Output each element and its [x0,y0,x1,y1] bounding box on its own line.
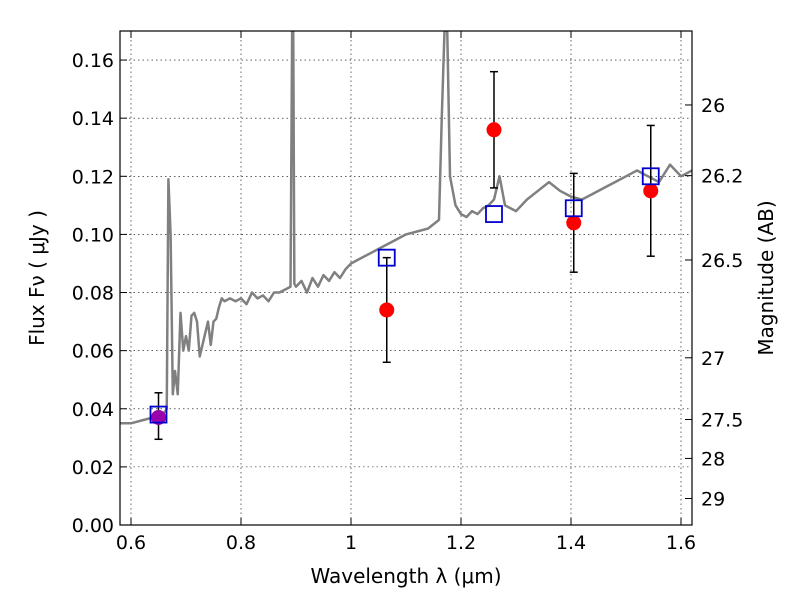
y2-tick-label: 27 [701,348,725,370]
model-photometry-square [564,199,583,218]
y-tick-label: 0.08 [72,283,114,305]
x-tick-label: 0.8 [226,532,256,554]
x-axis-label: Wavelength λ (μm) [310,564,501,588]
y2-tick-label: 27.5 [701,409,743,431]
x-tick-label: 1.2 [446,532,476,554]
y-axis-label: Flux Fν ( μJy ) [25,210,49,346]
plot-frame [119,30,693,526]
y-tick-label: 0.10 [72,224,114,246]
model-spectrum-line [120,31,692,425]
y2-tick-label: 26 [701,95,725,117]
y2-tick-label: 28 [701,448,725,470]
model-photometry-square [377,248,396,267]
plot-area [120,31,692,441]
y-tick-label: 0.06 [72,341,114,363]
model-photometry-square [485,205,503,223]
y2-tick-label: 26.2 [701,166,743,188]
y-tick-label: 0.12 [72,166,114,188]
x-tick-label: 1.6 [666,532,696,554]
axis-ticks: 0.6 0.8 1 1.2 1.4 1.6 0.00 0.02 0.04 0.06 0.08 0.10… [72,31,743,554]
y2-axis-label: Magnitude (AB) [754,200,778,355]
model-photometry-square [641,167,660,186]
grid-lines [120,31,692,526]
y-tick-label: 0.02 [72,457,114,479]
y-tick-label: 0.16 [72,50,114,72]
observed-flux-point [486,122,502,138]
y-tick-label: 0.00 [72,515,114,537]
model-photometry-square [149,405,168,424]
y2-tick-label: 29 [701,488,725,510]
observed-flux-point [379,302,395,318]
y2-tick-label: 26.5 [701,250,743,272]
observed-flux-point [643,183,659,199]
y-tick-label: 0.04 [72,399,114,421]
observed-flux-point [566,215,582,231]
y-tick-label: 0.14 [72,108,114,130]
observed-flux-point [151,409,166,425]
x-tick-label: 1 [345,532,357,554]
x-tick-label: 1.4 [556,532,586,554]
x-tick-label: 0.6 [116,532,146,554]
